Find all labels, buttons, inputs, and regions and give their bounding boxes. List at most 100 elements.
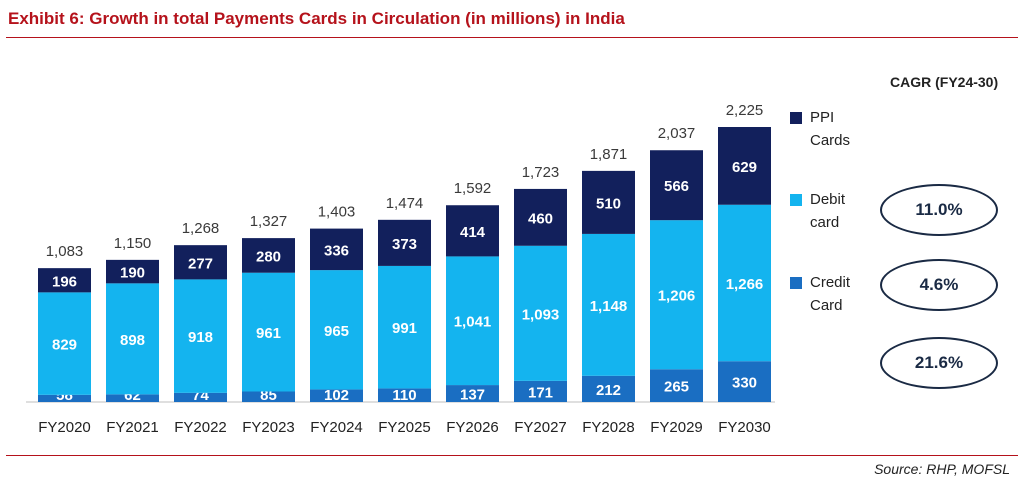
data-label-ppi-cards: 566 bbox=[664, 178, 689, 195]
x-tick-label: FY2024 bbox=[310, 419, 363, 436]
bar-segment-debit-card bbox=[650, 220, 703, 370]
data-label-ppi-cards: 629 bbox=[732, 159, 757, 176]
total-label: 1,150 bbox=[114, 235, 152, 252]
data-label-credit-card: 330 bbox=[732, 375, 757, 392]
total-label: 2,037 bbox=[658, 125, 696, 142]
data-label-ppi-cards: 414 bbox=[460, 224, 486, 241]
bar-segment-debit-card bbox=[38, 292, 91, 395]
legend-label-line1: Debit bbox=[810, 191, 846, 208]
cagr-credit-oval: 21.6% bbox=[880, 337, 998, 389]
legend-swatch-credit bbox=[790, 277, 802, 289]
bar-segment-ppi-cards bbox=[514, 188, 567, 246]
total-label: 1,474 bbox=[386, 195, 424, 212]
bar-segment-debit-card bbox=[446, 256, 499, 386]
x-tick-label: FY2027 bbox=[514, 419, 567, 436]
bar-segment-ppi-cards bbox=[718, 127, 771, 205]
x-tick-label: FY2026 bbox=[446, 419, 499, 436]
data-label-debit-card: 991 bbox=[392, 320, 417, 337]
x-tick-label: FY2021 bbox=[106, 419, 159, 436]
cagr-debit-oval: 4.6% bbox=[880, 259, 998, 311]
total-label: 1,083 bbox=[46, 243, 84, 260]
source-note: Source: RHP, MOFSL bbox=[874, 461, 1010, 477]
bar-segment-debit-card bbox=[718, 204, 771, 362]
data-label-ppi-cards: 336 bbox=[324, 242, 349, 259]
data-label-ppi-cards: 373 bbox=[392, 236, 417, 253]
bar-segment-credit-card bbox=[38, 394, 91, 402]
bar-segment-ppi-cards bbox=[38, 268, 91, 293]
bar-segment-credit-card bbox=[174, 392, 227, 402]
bar-segment-credit-card bbox=[446, 385, 499, 402]
data-label-credit-card: 102 bbox=[324, 387, 349, 404]
data-label-debit-card: 829 bbox=[52, 337, 77, 354]
bar-segment-ppi-cards bbox=[650, 150, 703, 221]
bar-segment-debit-card bbox=[514, 245, 567, 381]
title-divider bbox=[6, 37, 1018, 38]
bar-segment-credit-card bbox=[378, 388, 431, 402]
data-label-credit-card: 110 bbox=[392, 387, 416, 404]
legend-label-line1: PPI bbox=[810, 109, 835, 126]
data-label-credit-card: 171 bbox=[528, 384, 553, 401]
data-label-credit-card: 212 bbox=[596, 382, 621, 399]
data-label-debit-card: 1,148 bbox=[590, 298, 628, 315]
bar-segment-ppi-cards bbox=[242, 238, 295, 273]
bar-segment-credit-card bbox=[514, 380, 567, 402]
stacked-bar-chart: 588291961,083FY2020628981901,150FY202174… bbox=[26, 102, 775, 436]
bar-segment-credit-card bbox=[242, 391, 295, 402]
bar-segment-ppi-cards bbox=[446, 205, 499, 257]
data-label-credit-card: 137 bbox=[460, 387, 485, 404]
legend-swatch-ppi bbox=[790, 112, 802, 124]
total-label: 1,327 bbox=[250, 213, 288, 230]
bar-segment-debit-card bbox=[242, 272, 295, 392]
page-title: Exhibit 6: Growth in total Payments Card… bbox=[8, 9, 625, 28]
bar-segment-ppi-cards bbox=[310, 228, 363, 271]
bar-segment-debit-card bbox=[582, 233, 635, 376]
total-label: 1,592 bbox=[454, 180, 492, 197]
bar-segment-credit-card bbox=[310, 389, 363, 402]
x-tick-label: FY2023 bbox=[242, 419, 295, 436]
data-label-debit-card: 961 bbox=[256, 325, 281, 342]
bar-segment-ppi-cards bbox=[174, 245, 227, 280]
data-label-ppi-cards: 510 bbox=[596, 195, 621, 212]
legend-label-line2: Cards bbox=[810, 132, 851, 149]
x-tick-label: FY2030 bbox=[718, 419, 771, 436]
bar-segment-credit-card bbox=[718, 361, 771, 402]
data-label-ppi-cards: 277 bbox=[188, 255, 213, 272]
legend-label-line2: card bbox=[810, 214, 840, 231]
x-tick-label: FY2020 bbox=[38, 419, 91, 436]
data-label-ppi-cards: 280 bbox=[256, 248, 281, 265]
total-label: 2,225 bbox=[726, 102, 764, 119]
x-tick-label: FY2022 bbox=[174, 419, 227, 436]
cagr-heading: CAGR (FY24-30) bbox=[890, 74, 999, 90]
data-label-ppi-cards: 460 bbox=[528, 210, 553, 227]
legend-swatch-debit bbox=[790, 194, 802, 206]
data-label-debit-card: 1,266 bbox=[726, 276, 764, 293]
footer-divider bbox=[6, 455, 1018, 456]
legend-label-line2: Card bbox=[810, 297, 843, 314]
bar-segment-debit-card bbox=[106, 283, 159, 395]
total-label: 1,268 bbox=[182, 220, 220, 237]
total-label: 1,871 bbox=[590, 146, 628, 163]
bar-segment-ppi-cards bbox=[106, 259, 159, 284]
bar-segment-debit-card bbox=[174, 279, 227, 393]
bar-segment-debit-card bbox=[378, 265, 431, 389]
x-tick-label: FY2028 bbox=[582, 419, 635, 436]
data-label-debit-card: 898 bbox=[120, 332, 145, 349]
data-label-ppi-cards: 196 bbox=[52, 273, 77, 290]
data-label-credit-card: 265 bbox=[664, 379, 689, 396]
bar-segment-debit-card bbox=[310, 270, 363, 390]
cagr-ppi-oval: 11.0% bbox=[880, 184, 998, 236]
bar-segment-credit-card bbox=[106, 394, 159, 402]
data-label-ppi-cards: 190 bbox=[120, 265, 145, 282]
legend-label-line1: Credit bbox=[810, 274, 851, 291]
data-label-debit-card: 1,041 bbox=[454, 314, 492, 331]
data-label-debit-card: 1,206 bbox=[658, 288, 696, 305]
data-label-debit-card: 1,093 bbox=[522, 306, 560, 323]
total-label: 1,723 bbox=[522, 164, 560, 181]
bar-segment-ppi-cards bbox=[378, 219, 431, 266]
x-tick-label: FY2025 bbox=[378, 419, 431, 436]
data-label-debit-card: 918 bbox=[188, 329, 213, 346]
x-tick-label: FY2029 bbox=[650, 419, 703, 436]
bar-segment-ppi-cards bbox=[582, 170, 635, 234]
bar-segment-credit-card bbox=[582, 375, 635, 402]
bar-segment-credit-card bbox=[650, 369, 703, 402]
